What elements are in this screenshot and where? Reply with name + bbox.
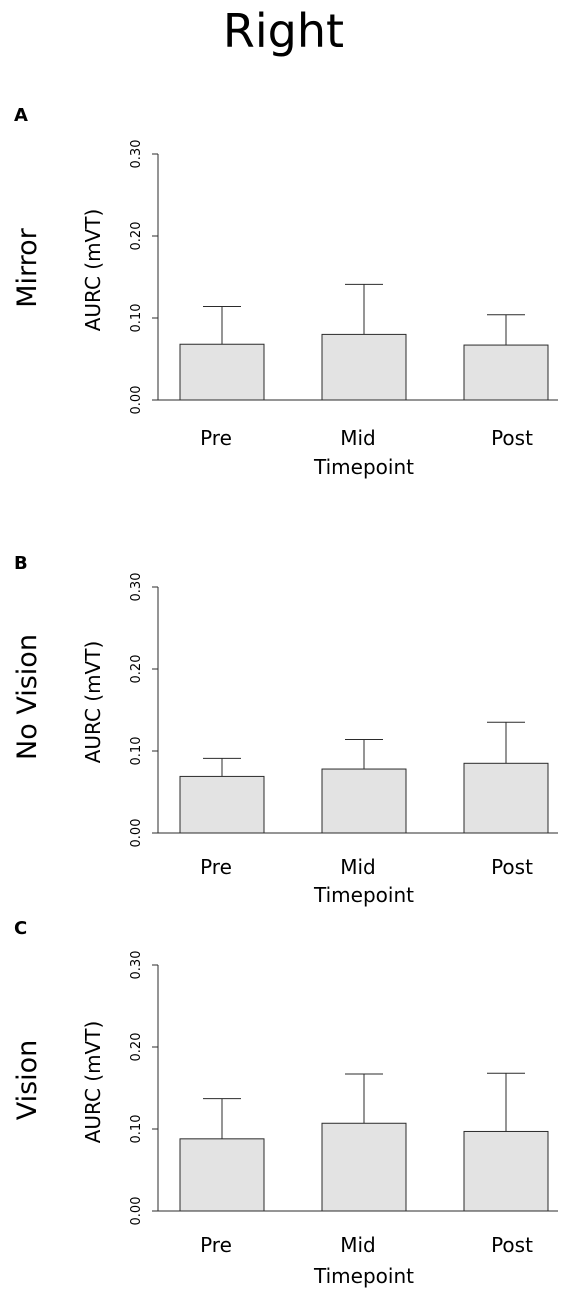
y-tick-label: 0.10 (129, 1115, 144, 1144)
x-tick-label: Post (491, 855, 533, 879)
y-tick-label: 0.00 (129, 386, 144, 415)
x-tick-label: Pre (200, 426, 232, 450)
panel-label: B (14, 553, 28, 574)
x-tick-label: Mid (340, 855, 376, 879)
x-axis-label: Timepoint (313, 883, 414, 907)
x-tick-label: Pre (200, 855, 232, 879)
y-tick-label: 0.00 (129, 1197, 144, 1226)
y-tick-label: 0.20 (129, 222, 144, 251)
y-axis-label: AURC (mVT) (81, 641, 105, 764)
figure-title: Right (222, 4, 345, 58)
x-tick-label: Pre (200, 1233, 232, 1257)
row-label: No Vision (12, 634, 43, 760)
y-tick-label: 0.10 (129, 737, 144, 766)
panel-label: A (14, 105, 28, 126)
bar (179, 1138, 265, 1212)
y-tick-label: 0.00 (129, 819, 144, 848)
x-tick-label: Post (491, 426, 533, 450)
x-tick-label: Mid (340, 1233, 376, 1257)
bar (463, 344, 549, 401)
bar (321, 768, 407, 834)
y-tick-label: 0.20 (129, 1033, 144, 1062)
bar (179, 775, 265, 834)
y-tick-label: 0.30 (129, 140, 144, 169)
y-tick-label: 0.30 (129, 573, 144, 602)
row-label: Vision (12, 1040, 43, 1121)
panel-label: C (14, 918, 27, 939)
bar (321, 333, 407, 401)
y-tick-label: 0.20 (129, 655, 144, 684)
x-tick-label: Post (491, 1233, 533, 1257)
bar (179, 343, 265, 401)
row-label: Mirror (12, 227, 43, 307)
bar (463, 1130, 549, 1212)
x-tick-label: Mid (340, 426, 376, 450)
y-axis-label: AURC (mVT) (81, 209, 105, 332)
y-tick-label: 0.30 (129, 951, 144, 980)
y-axis-label: AURC (mVT) (81, 1021, 105, 1144)
bar (321, 1122, 407, 1212)
x-axis-label: Timepoint (313, 455, 414, 479)
bar (463, 762, 549, 834)
x-axis-label: Timepoint (313, 1264, 414, 1288)
y-tick-label: 0.10 (129, 304, 144, 333)
